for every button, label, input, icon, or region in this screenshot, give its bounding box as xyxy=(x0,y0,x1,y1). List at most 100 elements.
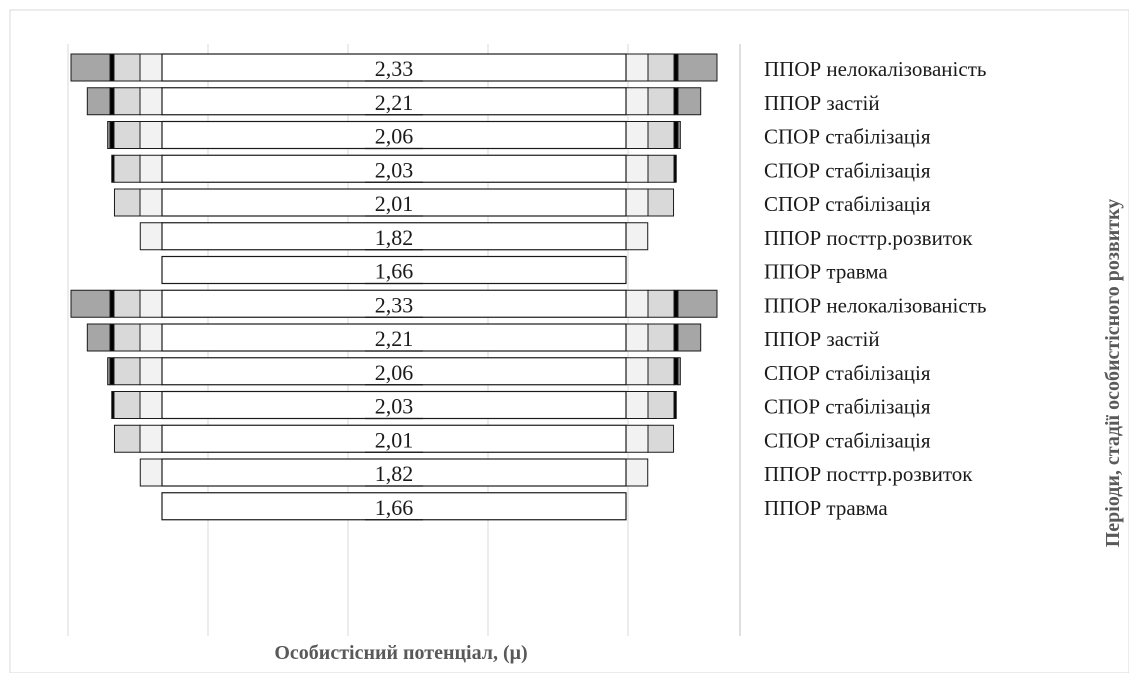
x-axis-title: Особистісний потенціал, (μ) xyxy=(274,642,527,664)
bar-segment-left xyxy=(86,323,111,352)
bar-core xyxy=(161,424,627,453)
bar-segment-left xyxy=(86,87,111,116)
bar-segment-left xyxy=(139,289,163,318)
bar-core xyxy=(161,188,627,217)
bar-segment-left xyxy=(113,424,141,453)
data-label: 2,06 xyxy=(375,360,414,385)
bar-core xyxy=(161,87,627,116)
bar-segment-left xyxy=(113,357,141,386)
bar-segment-left xyxy=(109,357,115,386)
bar-segment-left xyxy=(70,289,111,318)
data-label: 2,03 xyxy=(375,394,414,419)
bar-segment-right xyxy=(625,357,649,386)
data-label: 1,82 xyxy=(375,461,414,486)
bar-segment-right xyxy=(647,357,675,386)
category-label: ППОР травма xyxy=(764,260,888,284)
bar-segment-right xyxy=(673,289,679,318)
bar-segment-left xyxy=(111,154,115,183)
data-label: 2,01 xyxy=(375,191,414,216)
bar-segment-right xyxy=(625,154,649,183)
bar-segment-left xyxy=(139,87,163,116)
bar-segment-right xyxy=(625,424,649,453)
bar-segment-right xyxy=(647,188,675,217)
data-label: 2,21 xyxy=(375,326,414,351)
bars: 2,33 2,21 2,06 2,03 2,01 1,82 1,66 2,33 2,21 2,06… xyxy=(70,53,718,521)
bar-segment-right xyxy=(647,289,675,318)
bar-segment-right xyxy=(625,188,649,217)
data-label: 1,66 xyxy=(375,259,414,284)
bar-core xyxy=(161,289,627,318)
data-label: 2,03 xyxy=(375,157,414,182)
bar-segment-left xyxy=(113,87,141,116)
bar-segment-left xyxy=(113,289,141,318)
bar-segment-left xyxy=(109,323,115,352)
bar-segment-right xyxy=(647,53,675,82)
bar-segment-left xyxy=(113,391,141,419)
category-label: ППОР посттр.розвиток xyxy=(764,462,973,486)
category-label: СПОР стабілізація xyxy=(764,192,931,216)
data-label: 2,01 xyxy=(375,427,414,452)
bar-segment-left xyxy=(107,357,111,386)
bar-segment-right xyxy=(677,121,681,149)
bar-segment-right xyxy=(647,121,675,149)
bar-segment-right xyxy=(673,391,677,419)
bar-segment-right xyxy=(677,87,702,116)
y-axis-title: Періоди, стадії особистісного розвитку xyxy=(1102,199,1124,548)
bar-segment-right xyxy=(625,289,649,318)
category-label: ППОР посттр.розвиток xyxy=(764,226,973,250)
bar-segment-right xyxy=(677,53,718,82)
bar-segment-right xyxy=(625,391,649,419)
bar-segment-left xyxy=(113,53,141,82)
bar-segment-right xyxy=(647,424,675,453)
bar-segment-left xyxy=(139,154,163,183)
category-label: СПОР стабілізація xyxy=(764,395,931,419)
bar-segment-right xyxy=(673,121,679,149)
bar-segment-right xyxy=(673,87,679,116)
data-label: 1,66 xyxy=(375,495,414,520)
bar-segment-left xyxy=(139,458,163,487)
bar-segment-left xyxy=(139,323,163,352)
bar-segment-right xyxy=(625,222,649,251)
category-label: СПОР стабілізація xyxy=(764,428,931,452)
data-label: 2,06 xyxy=(375,124,414,149)
category-label: СПОР стабілізація xyxy=(764,158,931,182)
bar-segment-right xyxy=(625,458,649,487)
data-label: 2,21 xyxy=(375,90,414,115)
data-label: 2,33 xyxy=(375,292,414,317)
bar-segment-left xyxy=(113,154,141,183)
bar-core xyxy=(161,255,627,285)
bar-segment-left xyxy=(139,391,163,419)
bar-segment-left xyxy=(111,391,115,419)
category-labels: ППОР нелокалізованість ППОР застій СПОР ст… xyxy=(764,57,986,520)
bar-segment-right xyxy=(647,323,675,352)
bar-segment-left xyxy=(109,121,115,149)
category-label: СПОР стабілізація xyxy=(764,125,931,149)
bar-segment-right xyxy=(647,154,675,183)
bar-segment-left xyxy=(109,53,115,82)
bar-segment-right xyxy=(673,357,679,386)
bar-segment-right xyxy=(647,391,675,419)
bar-core xyxy=(161,357,627,386)
bar-segment-right xyxy=(625,87,649,116)
bar-segment-left xyxy=(139,222,163,251)
category-label: ППОР нелокалізованість xyxy=(764,293,986,317)
bar-segment-right xyxy=(673,53,679,82)
bar-segment-left xyxy=(109,289,115,318)
bar-segment-right xyxy=(625,121,649,149)
category-label: ППОР травма xyxy=(764,496,888,520)
bar-core xyxy=(161,222,627,251)
bar-segment-right xyxy=(677,289,718,318)
category-label: ППОР застій xyxy=(764,327,880,351)
bar-core xyxy=(161,390,627,420)
data-label: 1,82 xyxy=(375,225,414,250)
bar-segment-right xyxy=(673,154,677,183)
bar-segment-left xyxy=(139,357,163,386)
bar-segment-right xyxy=(625,323,649,352)
bar-segment-left xyxy=(139,121,163,149)
category-label: ППОР застій xyxy=(764,91,880,115)
bar-segment-left xyxy=(70,53,111,82)
data-label: 2,33 xyxy=(375,56,414,81)
bar-segment-right xyxy=(677,323,702,352)
